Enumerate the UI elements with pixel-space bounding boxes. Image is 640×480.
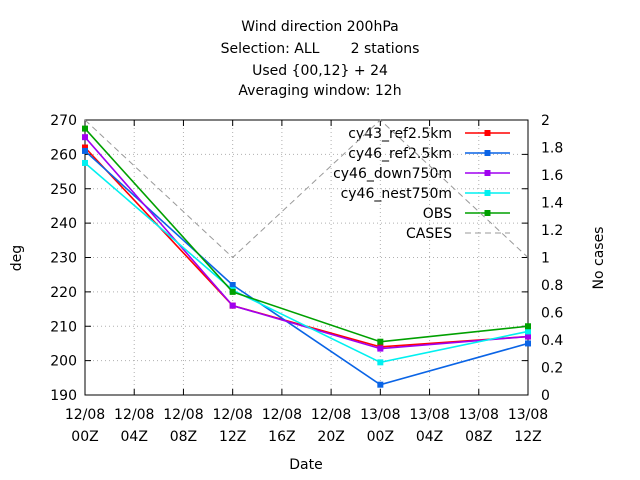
y-tick-label: 240 [50, 216, 77, 232]
y-tick-label: 210 [50, 319, 77, 335]
x-tick-label-hour: 20Z [317, 429, 344, 445]
x-tick-label-hour: 12Z [514, 429, 541, 445]
data-point-cy46-nest750m [82, 159, 88, 166]
legend-label-cases: CASES [406, 226, 452, 242]
y2-tick-label: 1.4 [541, 196, 563, 212]
x-tick-label-date: 12/08 [311, 407, 351, 423]
x-tick-label-date: 12/08 [114, 407, 154, 423]
y2-tick-label: 1 [541, 251, 550, 267]
y2-tick-label: 0.2 [541, 361, 563, 377]
data-point-cy46-down750m [82, 134, 88, 141]
data-point-cy46-ref2-5km [377, 381, 384, 388]
legend-marker-cy43-ref2-5km [484, 130, 491, 136]
data-point-cy46-ref2-5km [525, 340, 531, 347]
x-tick-label-date: 12/08 [212, 407, 252, 423]
x-tick-label-hour: 08Z [170, 429, 197, 445]
x-axis-title: Date [289, 457, 322, 473]
legend-label-cy46-nest750m: cy46_nest750m [341, 186, 452, 202]
x-tick-label-hour: 00Z [367, 429, 394, 445]
x-tick-label-date: 13/08 [360, 407, 400, 423]
data-point-cy46-down750m [525, 333, 531, 340]
data-point-cy46-nest750m [525, 328, 531, 335]
x-tick-label-date: 13/08 [459, 407, 499, 423]
data-point-cy46-ref2-5km [82, 147, 88, 154]
chart-subtitle-selection: Selection: ALL 2 stations [220, 41, 420, 57]
x-tick-label-hour: 04Z [416, 429, 443, 445]
series-line-obs [84, 128, 529, 343]
x-tick-label-hour: 00Z [71, 429, 98, 445]
y2-tick-label: 1.2 [541, 223, 563, 239]
chart-subtitle-used: Used {00,12} + 24 [252, 63, 388, 79]
legend-marker-cy46-down750m [484, 170, 491, 176]
y-tick-label: 270 [50, 113, 77, 129]
legend-label-cy43-ref2-5km: cy43_ref2.5km [348, 126, 452, 142]
x-tick-label-hour: 08Z [465, 429, 492, 445]
chart-subtitle-window: Averaging window: 12h [238, 83, 402, 99]
data-point-cy46-nest750m [377, 359, 384, 366]
x-tick-label-date: 12/08 [65, 407, 105, 423]
x-tick-label-date: 13/08 [409, 407, 449, 423]
x-tick-label-hour: 04Z [121, 429, 148, 445]
series-line-cases [84, 119, 529, 259]
data-point-cy46-down750m [377, 345, 384, 352]
series-line-cy46-nest750m [84, 162, 529, 364]
y2-tick-label: 2 [541, 113, 550, 129]
y-axis-title: deg [9, 245, 25, 271]
y-tick-label: 220 [50, 285, 77, 301]
legend-marker-cy46-nest750m [484, 190, 491, 196]
y2-tick-label: 0.4 [541, 333, 563, 349]
legend-label-cy46-ref2-5km: cy46_ref2.5km [348, 146, 452, 162]
y2-axis-title: No cases [591, 227, 607, 290]
y2-tick-label: 1.8 [541, 141, 563, 157]
x-tick-label-date: 12/08 [163, 407, 203, 423]
y-tick-label: 230 [50, 251, 77, 267]
x-tick-label-date: 13/08 [508, 407, 548, 423]
x-tick-label-hour: 12Z [219, 429, 246, 445]
x-tick-label-hour: 16Z [268, 429, 295, 445]
data-point-cy46-ref2-5km [229, 282, 236, 288]
y2-tick-label: 0 [541, 388, 550, 404]
x-tick-label-date: 12/08 [262, 407, 302, 423]
y-tick-label: 190 [50, 388, 77, 404]
data-point-obs [377, 338, 384, 345]
data-point-obs [525, 323, 531, 330]
legend-marker-obs [484, 210, 491, 216]
y2-tick-label: 1.6 [541, 168, 563, 184]
y-tick-label: 200 [50, 354, 77, 370]
y2-tick-label: 0.6 [541, 306, 563, 322]
y-tick-label: 260 [50, 147, 77, 163]
series-line-cy46-ref2-5km [84, 150, 529, 386]
y-tick-label: 250 [50, 182, 77, 198]
chart-title: Wind direction 200hPa [241, 19, 399, 35]
data-point-obs [82, 125, 88, 132]
legend-marker-cy46-ref2-5km [484, 150, 491, 156]
data-point-cy43-ref2-5km [82, 144, 88, 151]
data-point-obs [229, 288, 236, 295]
legend-label-obs: OBS [423, 206, 452, 222]
legend-label-cy46-down750m: cy46_down750m [333, 166, 452, 182]
data-point-cy46-down750m [229, 302, 236, 309]
y2-tick-label: 0.8 [541, 278, 563, 294]
